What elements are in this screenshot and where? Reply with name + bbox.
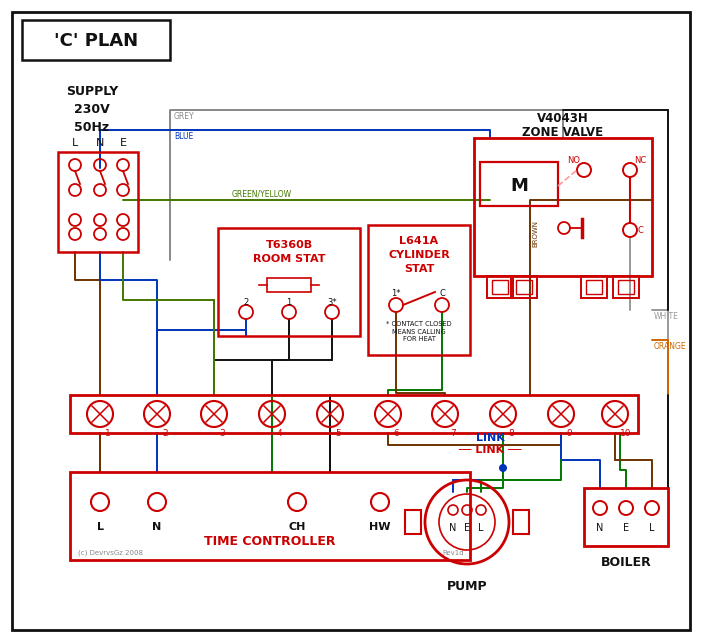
Text: 7: 7 [450, 429, 456, 438]
Text: L: L [649, 523, 655, 533]
Text: 3: 3 [219, 429, 225, 438]
Text: V4043H: V4043H [537, 112, 589, 124]
Text: Rev1d: Rev1d [442, 550, 464, 556]
Text: ── LINK ──: ── LINK ── [458, 445, 522, 455]
Text: GREEN/YELLOW: GREEN/YELLOW [232, 189, 292, 198]
Text: 2: 2 [244, 297, 249, 306]
Text: 1: 1 [105, 429, 111, 438]
Text: L: L [72, 138, 78, 148]
Text: BROWN: BROWN [532, 220, 538, 247]
Text: 10: 10 [620, 429, 632, 438]
Text: 5: 5 [335, 429, 340, 438]
Text: PUMP: PUMP [446, 580, 487, 593]
Text: 8: 8 [508, 429, 514, 438]
Text: 1: 1 [286, 297, 291, 306]
Text: 2: 2 [162, 429, 168, 438]
Text: C: C [439, 288, 445, 297]
Text: 9: 9 [566, 429, 571, 438]
Text: GREY: GREY [174, 112, 194, 121]
Text: 3*: 3* [327, 297, 337, 306]
Text: NO: NO [567, 156, 581, 165]
Text: 6: 6 [393, 429, 399, 438]
Text: NC: NC [634, 156, 646, 165]
Text: ORANGE: ORANGE [654, 342, 687, 351]
Text: 1*: 1* [391, 288, 401, 297]
Text: ZONE VALVE: ZONE VALVE [522, 126, 604, 138]
Text: BOILER: BOILER [601, 556, 651, 569]
Text: N: N [95, 138, 104, 148]
Text: 4: 4 [277, 429, 283, 438]
Text: N: N [596, 523, 604, 533]
Text: WHITE: WHITE [654, 312, 679, 321]
Text: STAT: STAT [404, 264, 435, 274]
Text: N: N [152, 522, 161, 532]
Text: BLUE: BLUE [174, 132, 193, 141]
Circle shape [499, 464, 507, 472]
Text: E: E [119, 138, 126, 148]
Text: M: M [510, 177, 528, 195]
Text: E: E [464, 523, 470, 533]
Text: T6360B: T6360B [265, 240, 312, 250]
Text: CH: CH [289, 522, 305, 532]
Text: SUPPLY
230V
50Hz: SUPPLY 230V 50Hz [66, 85, 118, 134]
Text: L: L [96, 522, 103, 532]
Text: C: C [637, 226, 643, 235]
Text: * CONTACT CLOSED
MEANS CALLING
FOR HEAT: * CONTACT CLOSED MEANS CALLING FOR HEAT [386, 321, 452, 342]
Text: 'C' PLAN: 'C' PLAN [54, 32, 138, 50]
Text: LINK: LINK [476, 433, 504, 443]
Text: E: E [623, 523, 629, 533]
Text: TIME CONTROLLER: TIME CONTROLLER [204, 535, 336, 548]
Text: (c) DevrvsGz 2008: (c) DevrvsGz 2008 [78, 549, 143, 556]
Text: ROOM STAT: ROOM STAT [253, 254, 325, 264]
Text: HW: HW [369, 522, 391, 532]
Text: L641A: L641A [399, 236, 439, 246]
Text: L: L [478, 523, 484, 533]
Text: CYLINDER: CYLINDER [388, 250, 450, 260]
Text: N: N [449, 523, 457, 533]
